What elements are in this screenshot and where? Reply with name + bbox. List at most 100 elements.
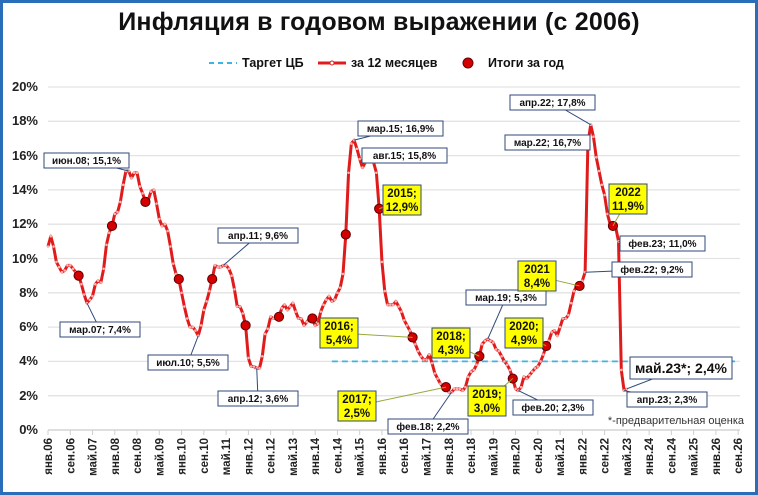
chart-title: Инфляция в годовом выражении (с 2006) xyxy=(118,8,640,36)
callout-text: 2018; xyxy=(436,331,465,343)
line-marker xyxy=(494,348,498,351)
line-marker xyxy=(480,342,484,346)
legend-label: Таргет ЦБ xyxy=(242,56,304,70)
line-marker xyxy=(216,265,220,269)
x-tick-label: сен.10 xyxy=(199,438,211,474)
annual-dot[interactable] xyxy=(307,313,318,324)
callout-text: фев.23; 11,0% xyxy=(628,238,696,250)
annual-dot[interactable] xyxy=(140,196,151,208)
annual-dot[interactable] xyxy=(240,320,251,331)
line-marker xyxy=(564,317,567,320)
line-marker xyxy=(66,264,69,267)
line-marker xyxy=(283,303,286,307)
line-marker xyxy=(305,320,309,324)
line-marker xyxy=(102,267,105,271)
line-marker xyxy=(238,305,242,308)
callout-text: июл.10; 5,5% xyxy=(156,358,220,369)
line-marker xyxy=(408,329,412,332)
line-marker xyxy=(483,339,487,343)
line-marker xyxy=(121,183,125,187)
line-marker xyxy=(141,192,144,195)
line-marker xyxy=(294,310,297,313)
line-marker xyxy=(427,353,431,356)
line-marker xyxy=(558,325,562,329)
line-marker xyxy=(528,373,531,377)
legend-item-target: Таргет ЦБ xyxy=(208,56,304,70)
line-marker xyxy=(380,260,384,264)
line-marker xyxy=(227,267,231,271)
line-marker xyxy=(316,322,320,325)
x-tick-label: май.25 xyxy=(689,437,701,475)
x-tick-label: сен.14 xyxy=(332,437,344,473)
x-tick-label: май.13 xyxy=(288,438,300,476)
line-marker xyxy=(503,360,506,363)
callout-text: июн.08; 15,1% xyxy=(52,156,121,167)
line-marker xyxy=(553,329,556,332)
line-marker xyxy=(439,382,442,385)
callout-text: авг.15; 15,8% xyxy=(373,151,436,162)
line-marker xyxy=(330,300,334,303)
callout-text: 2017; xyxy=(342,394,371,406)
line-marker xyxy=(233,288,236,291)
line-marker xyxy=(336,291,339,295)
line-marker xyxy=(472,368,476,372)
annual-dot[interactable] xyxy=(340,229,351,240)
line-marker xyxy=(158,217,161,221)
annual-dot[interactable] xyxy=(207,273,218,285)
legend-item-annual: Итоги за год xyxy=(458,56,564,70)
point-callout xyxy=(629,356,733,380)
x-tick-label: янв.10 xyxy=(177,438,189,475)
x-tick-label: май.23 xyxy=(622,438,634,476)
line-marker xyxy=(163,222,167,226)
annual-callout xyxy=(467,385,507,417)
line-marker xyxy=(202,308,206,312)
x-tick-label: май.17 xyxy=(421,438,433,476)
line-marker-icon xyxy=(318,60,346,66)
x-tick-label: сен.12 xyxy=(266,438,278,474)
line-marker xyxy=(402,318,406,322)
callout-text: 2020; xyxy=(509,321,538,333)
line-marker xyxy=(82,293,86,296)
line-marker xyxy=(91,294,94,298)
line-marker xyxy=(96,279,100,283)
line-marker xyxy=(57,265,61,269)
line-marker xyxy=(52,245,55,248)
x-tick-label: май.09 xyxy=(154,438,166,476)
line-marker xyxy=(180,291,183,295)
line-marker xyxy=(235,305,239,308)
callout-text: 2015; xyxy=(387,188,416,200)
line-marker xyxy=(319,310,323,313)
line-marker xyxy=(358,157,361,161)
callout-text: 2,5% xyxy=(344,408,370,420)
line-marker xyxy=(525,377,528,380)
line-marker xyxy=(522,375,526,379)
annual-dot[interactable] xyxy=(173,273,184,285)
line-marker xyxy=(425,358,428,361)
y-tick-label: 6% xyxy=(19,319,38,335)
callout-text: фев.20; 2,3% xyxy=(521,402,584,414)
line-marker xyxy=(327,294,331,298)
line-marker xyxy=(188,325,192,329)
line-marker xyxy=(350,142,353,145)
line-marker xyxy=(288,305,292,308)
callout-text: май.23*; 2,4% xyxy=(635,360,727,376)
line-marker xyxy=(252,365,256,368)
annual-dot[interactable] xyxy=(73,270,84,281)
line-marker xyxy=(536,365,540,368)
line-marker xyxy=(391,303,395,307)
line-marker xyxy=(269,315,272,319)
y-tick-label: 14% xyxy=(11,181,38,197)
callout-text: 3,0% xyxy=(474,403,500,415)
callout-text: мар.22; 16,7% xyxy=(514,138,581,149)
point-callout xyxy=(504,134,591,151)
x-tick-label: май.19 xyxy=(488,438,500,476)
line-marker xyxy=(416,349,420,353)
line-marker xyxy=(455,387,459,391)
annual-dot[interactable] xyxy=(273,311,285,322)
x-tick-label: янв.06 xyxy=(43,438,55,475)
annual-dot[interactable] xyxy=(106,220,118,232)
line-marker xyxy=(341,272,345,276)
x-tick-label: янв.14 xyxy=(310,437,322,474)
line-marker xyxy=(600,183,604,187)
line-marker xyxy=(199,324,203,327)
